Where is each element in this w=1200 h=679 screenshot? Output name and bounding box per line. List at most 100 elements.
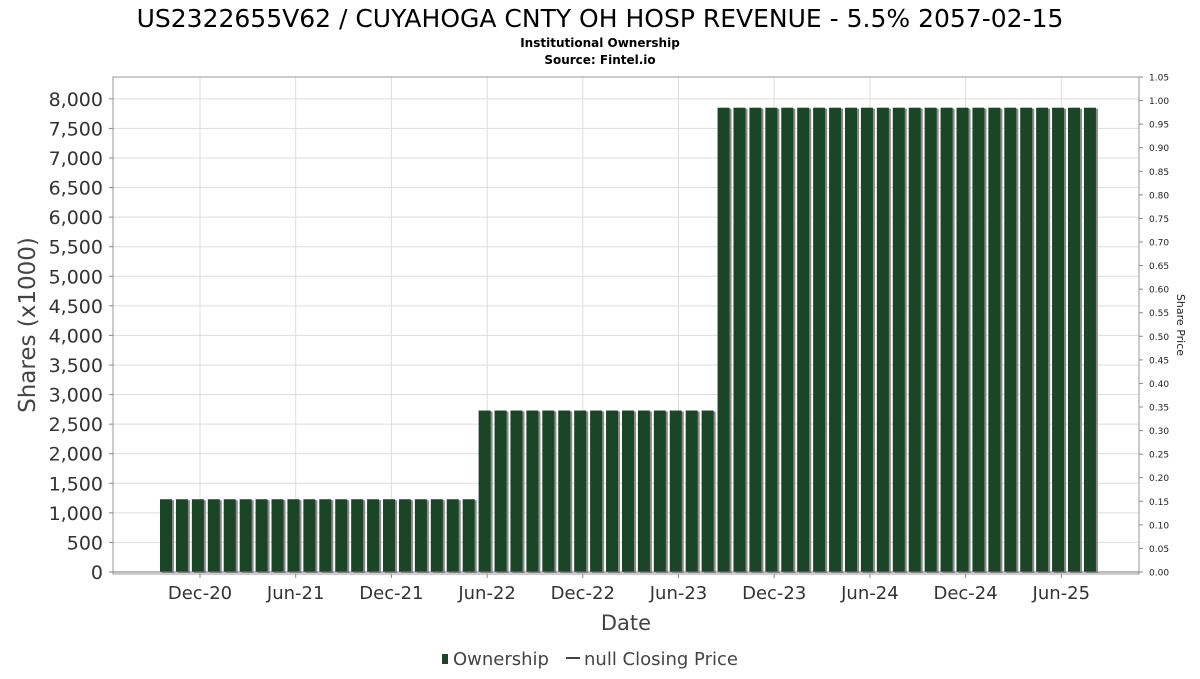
y2-tick-label: 0.70 (1149, 239, 1169, 249)
bar (988, 107, 1001, 572)
x-tick-label: Dec-23 (742, 583, 806, 604)
x-tick-label: Dec-22 (551, 583, 615, 604)
chart-source: Source: Fintel.io (544, 53, 655, 67)
bar (860, 107, 873, 572)
bar (191, 499, 204, 572)
bar (653, 410, 666, 572)
bar (574, 410, 587, 572)
bar (876, 107, 889, 572)
y2-tick-label: 0.55 (1149, 309, 1169, 319)
y-tick-label: 8,000 (49, 89, 103, 111)
y-tick-label: 7,500 (49, 118, 103, 140)
y-tick-label: 2,000 (49, 444, 103, 466)
bar (844, 107, 857, 572)
bar (892, 107, 905, 572)
bar (972, 107, 985, 572)
legend: Ownership null Closing Price (442, 649, 738, 670)
chart-subtitle: Institutional Ownership (520, 36, 680, 50)
bar (510, 410, 523, 572)
x-tick-label: Dec-21 (359, 583, 423, 604)
bar (287, 499, 300, 572)
bar (797, 107, 810, 572)
bar (335, 499, 348, 572)
x-axis-label: Date (601, 611, 651, 635)
bar (160, 499, 172, 572)
bar (207, 499, 220, 572)
legend-ownership-swatch (442, 654, 448, 664)
y2-tick-label: 0.20 (1149, 474, 1169, 484)
y-axis: 0 500 1,000 1,500 2,000 2,500 3,000 3,500 4,000 4… (49, 89, 113, 584)
y2-tick-label: 1.00 (1149, 97, 1169, 107)
y-tick-label: 5,500 (49, 237, 103, 259)
bar (414, 499, 427, 572)
y2-axis: 0.00 0.05 0.10 0.15 0.20 0.25 0.30 0.35 0.40 0.45… (1139, 74, 1169, 579)
y2-tick-label: 0.60 (1149, 286, 1169, 296)
bar (478, 410, 491, 572)
bar (1036, 107, 1049, 572)
bar (383, 499, 396, 572)
legend-ownership-label: Ownership (453, 649, 549, 670)
bar (685, 410, 698, 572)
y2-tick-label: 0.90 (1149, 144, 1169, 154)
bar (701, 410, 714, 572)
bar (239, 499, 252, 572)
bar (1020, 107, 1033, 572)
bar (223, 499, 236, 572)
bar (526, 410, 539, 572)
y-tick-label: 3,500 (49, 355, 103, 377)
y2-tick-label: 0.80 (1149, 191, 1169, 201)
bar (319, 499, 332, 572)
bar (621, 410, 634, 572)
y-tick-label: 7,000 (49, 148, 103, 170)
bar (462, 499, 475, 572)
x-tick-label: Jun-22 (457, 583, 516, 604)
x-tick-label: Dec-20 (168, 583, 232, 604)
bar (430, 499, 443, 572)
y2-tick-label: 0.25 (1149, 451, 1169, 461)
x-tick-label: Jun-23 (649, 583, 708, 604)
bars (160, 107, 1098, 573)
y-tick-label: 0 (91, 562, 103, 584)
bar (813, 107, 826, 572)
chart-title: US2322655V62 / CUYAHOGA CNTY OH HOSP REV… (137, 4, 1064, 33)
bar (669, 410, 682, 572)
y2-tick-label: 0.40 (1149, 380, 1169, 390)
bar (606, 410, 619, 572)
y2-tick-label: 0.00 (1149, 569, 1169, 579)
x-tick-label: Dec-24 (933, 583, 997, 604)
bar (446, 499, 459, 572)
y2-axis-label: Share Price (1174, 294, 1187, 356)
y2-tick-label: 0.50 (1149, 333, 1169, 343)
bar (590, 410, 603, 572)
y2-tick-label: 0.10 (1149, 521, 1169, 531)
y2-tick-label: 0.45 (1149, 356, 1169, 366)
x-tick-label: Jun-25 (1032, 583, 1091, 604)
y-tick-label: 1,000 (49, 503, 103, 525)
bar (351, 499, 364, 572)
y-tick-label: 3,000 (49, 385, 103, 407)
bar (829, 107, 842, 572)
y-tick-label: 5,000 (49, 266, 103, 288)
bar (940, 107, 953, 572)
y-tick-label: 6,000 (49, 207, 103, 229)
y2-tick-label: 0.15 (1149, 498, 1169, 508)
legend-price-label: null Closing Price (584, 649, 738, 670)
y-tick-label: 500 (67, 532, 103, 554)
bar (542, 410, 555, 572)
bar (908, 107, 921, 572)
bar (733, 107, 746, 572)
y2-tick-label: 0.95 (1149, 121, 1169, 131)
bar (637, 410, 650, 572)
x-axis: Dec-20 Jun-21 Dec-21 Jun-22 Dec-22 Jun-23 Dec-… (113, 571, 1139, 604)
y2-tick-label: 0.85 (1149, 168, 1169, 178)
y2-tick-label: 0.35 (1149, 404, 1169, 414)
bar (303, 499, 316, 572)
x-tick-label: Jun-21 (266, 583, 325, 604)
bar (1004, 107, 1017, 572)
y-tick-label: 4,500 (49, 296, 103, 318)
y2-tick-label: 1.05 (1149, 74, 1169, 84)
y2-tick-label: 0.65 (1149, 262, 1169, 272)
y-axis-label: Shares (x1000) (15, 237, 41, 413)
bar (1068, 107, 1081, 572)
